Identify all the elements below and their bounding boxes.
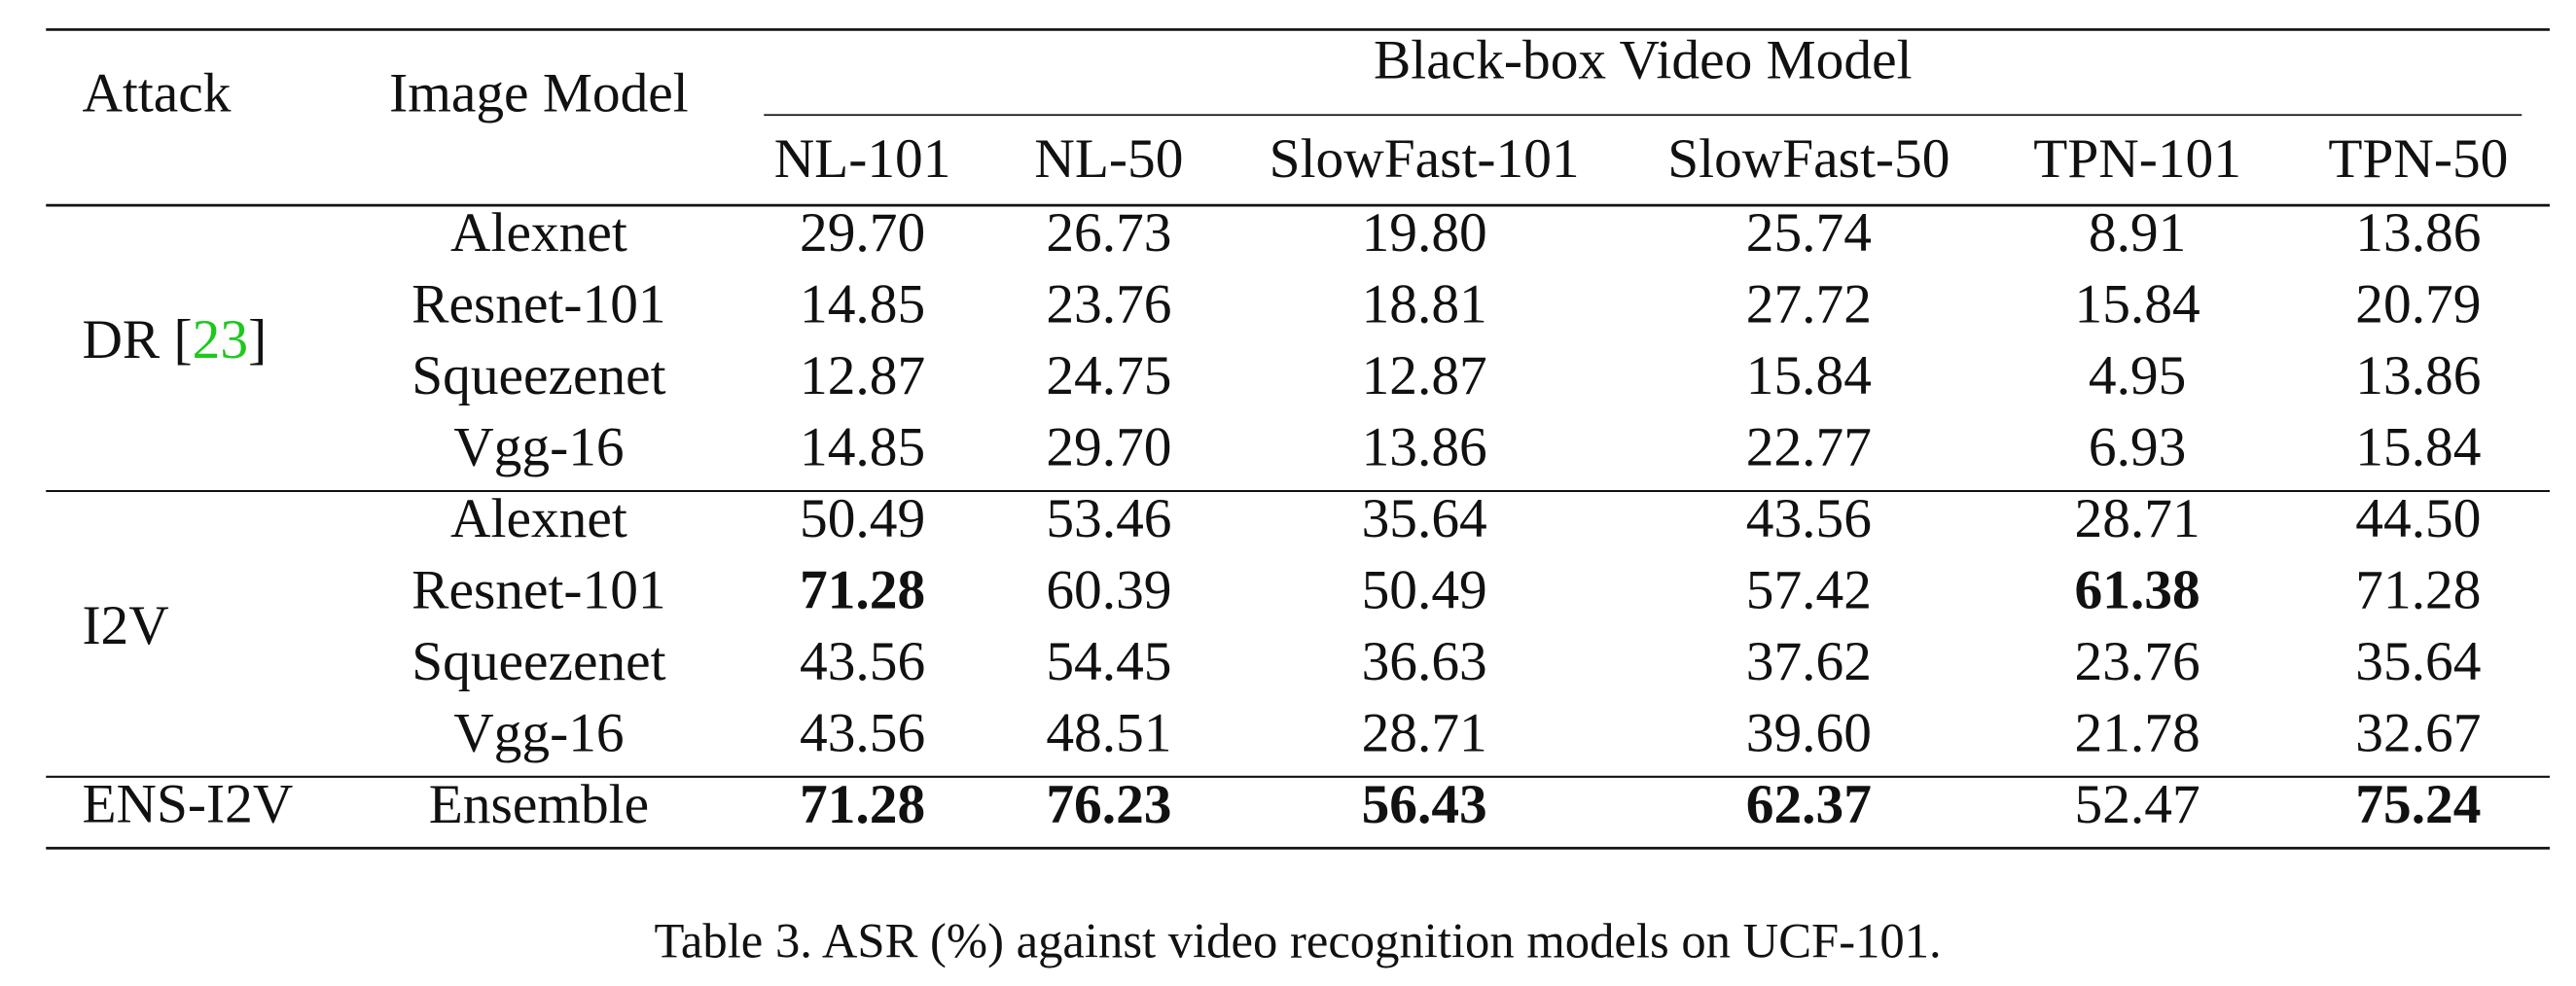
cell-value: 22.77 <box>1746 416 1872 477</box>
cell-value: 15.84 <box>1746 345 1872 406</box>
cell-value: 19.80 <box>1362 202 1487 264</box>
attack-name: ENS-I2V <box>82 774 293 835</box>
cell-value: 24.75 <box>1046 345 1171 406</box>
cell-value: 48.51 <box>1046 702 1171 763</box>
cell-value: 6.93 <box>2089 416 2186 477</box>
column-header: TPN-50 <box>2328 128 2508 190</box>
cell-value: 25.74 <box>1746 202 1872 264</box>
cell-value: 23.76 <box>1046 274 1171 335</box>
cell-value: 21.78 <box>2075 702 2200 763</box>
cell-value: 15.84 <box>2355 416 2481 477</box>
cell-value: 71.28 <box>800 559 925 620</box>
column-header: NL-101 <box>774 128 951 190</box>
image-model: Alexnet <box>450 202 627 264</box>
column-header: SlowFast-101 <box>1270 128 1580 190</box>
cell-value: 18.81 <box>1362 274 1487 335</box>
cell-value: 28.71 <box>1362 702 1487 763</box>
cell-value: 62.37 <box>1746 774 1872 835</box>
cell-value: 13.86 <box>2355 345 2481 406</box>
cell-value: 43.56 <box>800 702 925 763</box>
cell-value: 50.49 <box>1362 559 1487 620</box>
cell-value: 29.70 <box>800 202 925 264</box>
image-model: Vgg-16 <box>453 702 624 763</box>
cell-value: 27.72 <box>1746 274 1872 335</box>
attack-name: DR <box>82 309 160 370</box>
cell-value: 37.62 <box>1746 631 1872 692</box>
citation-bracket: ] <box>248 309 267 370</box>
cell-value: 76.23 <box>1046 774 1171 835</box>
caption: Table 3. ASR (%) against video recogniti… <box>655 913 1942 968</box>
attack-label: ENS-I2V <box>82 774 293 835</box>
group-header: Black-box Video Model <box>1374 30 1913 91</box>
cell-value: 13.86 <box>2355 202 2481 264</box>
column-header: TPN-101 <box>2033 128 2241 190</box>
cell-value: 35.64 <box>1362 488 1487 549</box>
cell-value: 53.46 <box>1046 488 1171 549</box>
image-model: Vgg-16 <box>453 416 624 477</box>
image-model: Resnet-101 <box>411 274 665 335</box>
cell-value: 12.87 <box>1362 345 1487 406</box>
cell-value: 43.56 <box>1746 488 1872 549</box>
cell-value: 36.63 <box>1362 631 1487 692</box>
cell-value: 44.50 <box>2355 488 2481 549</box>
column-header: SlowFast-50 <box>1667 128 1950 190</box>
cell-value: 52.47 <box>2075 774 2200 835</box>
cell-value: 20.79 <box>2355 274 2481 335</box>
image-model: Squeezenet <box>411 345 665 406</box>
citation-bracket: [ <box>174 309 193 370</box>
attack-label: I2V <box>82 595 168 656</box>
attack-label: DR [23] <box>82 309 267 370</box>
column-header: NL-50 <box>1034 128 1183 190</box>
cell-value: 57.42 <box>1746 559 1872 620</box>
cell-value: 28.71 <box>2075 488 2200 549</box>
image-model: Ensemble <box>429 774 649 835</box>
cell-value: 54.45 <box>1046 631 1171 692</box>
cell-value: 71.28 <box>800 774 925 835</box>
cell-value: 71.28 <box>2355 559 2481 620</box>
cell-value: 13.86 <box>1362 416 1487 477</box>
cell-value: 12.87 <box>800 345 925 406</box>
image-model: Resnet-101 <box>411 559 665 620</box>
image-model: Alexnet <box>450 488 627 549</box>
cell-value: 39.60 <box>1746 702 1872 763</box>
cell-value: 29.70 <box>1046 416 1171 477</box>
citation-ref: 23 <box>193 309 248 370</box>
cell-value: 4.95 <box>2089 345 2186 406</box>
cell-value: 23.76 <box>2075 631 2200 692</box>
cell-value: 8.91 <box>2089 202 2186 264</box>
cell-value: 26.73 <box>1046 202 1171 264</box>
cell-value: 75.24 <box>2355 774 2481 835</box>
image-model-header: Image Model <box>389 63 689 124</box>
cell-value: 15.84 <box>2075 274 2200 335</box>
cell-value: 60.39 <box>1046 559 1171 620</box>
attack-name: I2V <box>82 595 168 656</box>
cell-value: 56.43 <box>1362 774 1487 835</box>
attack-header: Attack <box>82 63 231 124</box>
cell-value: 61.38 <box>2075 559 2200 620</box>
cell-value: 32.67 <box>2355 702 2481 763</box>
cell-value: 14.85 <box>800 416 925 477</box>
cell-value: 43.56 <box>800 631 925 692</box>
cell-value: 35.64 <box>2355 631 2481 692</box>
cell-value: 50.49 <box>800 488 925 549</box>
image-model: Squeezenet <box>411 631 665 692</box>
cell-value: 14.85 <box>800 274 925 335</box>
